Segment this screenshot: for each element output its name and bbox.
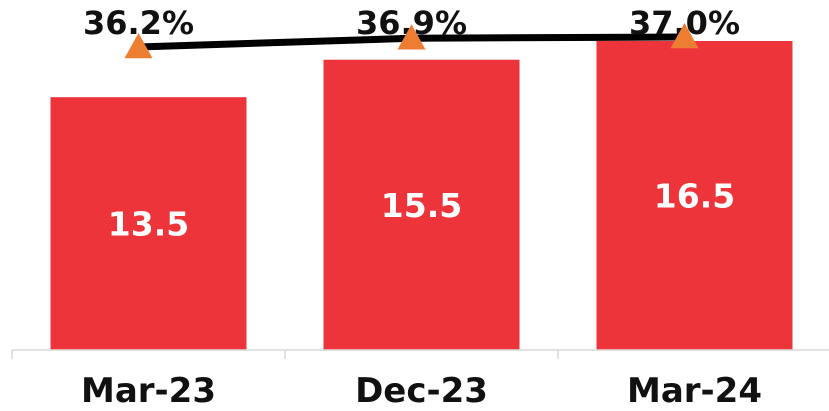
bar-mar-23 <box>50 97 247 350</box>
category-labels: Mar-23 Dec-23 Mar-24 <box>81 371 762 411</box>
bar-value-label: 16.5 <box>654 177 735 216</box>
x-axis <box>11 349 829 359</box>
triangle-marker <box>397 24 426 50</box>
bar-value-label: 15.5 <box>381 186 462 225</box>
bar-dec-23 <box>323 59 520 351</box>
triangle-marker <box>124 33 153 59</box>
category-label: Mar-23 <box>81 371 216 411</box>
bars: 13.5 15.5 16.5 <box>50 41 793 351</box>
bar-value-label: 13.5 <box>108 205 189 244</box>
category-label: Dec-23 <box>355 371 488 411</box>
percentage-line: 36.2%36.9%37.0% <box>83 4 740 59</box>
triangle-marker <box>670 23 699 49</box>
bar-mar-24 <box>596 41 793 350</box>
category-label: Mar-24 <box>627 371 762 411</box>
